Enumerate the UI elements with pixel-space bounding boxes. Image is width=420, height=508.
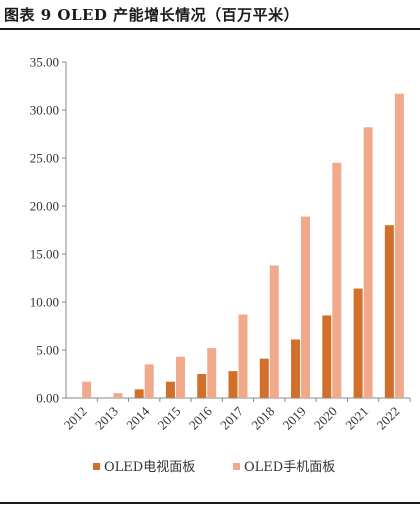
x-tick-label: 2019 <box>280 404 309 433</box>
y-tick-labels: 0.00 5.00 10.00 15.00 20.00 25.00 30.00 35.00 <box>30 55 59 406</box>
legend-label: OLED手机面板 <box>244 460 335 475</box>
x-tick-label: 2020 <box>311 404 340 433</box>
x-tick-labels: 2012 2013 2014 2015 2016 2017 2018 2019 2020 2021… <box>61 403 403 432</box>
x-tick-label: 2022 <box>373 404 402 433</box>
x-tick-label: 2016 <box>186 403 215 432</box>
bar-tv-2020 <box>322 315 332 398</box>
bar-tv-2017 <box>228 371 238 398</box>
y-tick-label: 10.00 <box>30 295 59 310</box>
x-tick-label: 2012 <box>61 404 90 433</box>
bar-mobile-2018 <box>269 265 279 398</box>
x-tick-label: 2021 <box>342 404 371 433</box>
y-tick-label: 0.00 <box>36 391 59 406</box>
bar-tv-2015 <box>165 381 175 398</box>
bar-mobile-2014 <box>144 364 154 398</box>
bar-tv-2016 <box>197 374 207 398</box>
chart-bars <box>82 93 404 399</box>
y-tick-label: 35.00 <box>30 55 59 70</box>
x-tick-label: 2017 <box>217 403 246 432</box>
bar-mobile-2022 <box>394 93 404 399</box>
title-rule <box>0 28 420 30</box>
x-tick-label: 2013 <box>92 404 121 433</box>
bar-mobile-2021 <box>363 127 373 398</box>
bar-mobile-2015 <box>175 356 185 398</box>
bar-mobile-2017 <box>238 314 248 398</box>
bar-mobile-2016 <box>207 348 217 398</box>
y-tick-label: 20.00 <box>30 199 59 214</box>
x-tick-label: 2014 <box>123 403 152 432</box>
bar-mobile-2019 <box>301 216 311 398</box>
chart-legend: OLED电视面板 OLED手机面板 <box>93 460 335 475</box>
x-tick-label: 2015 <box>155 404 184 433</box>
legend-label: OLED电视面板 <box>104 460 195 475</box>
bar-tv-2014 <box>134 389 144 398</box>
bar-mobile-2020 <box>332 162 342 398</box>
y-tick-label: 15.00 <box>30 247 59 262</box>
legend-swatch <box>93 463 100 470</box>
bar-mobile-2012 <box>82 381 92 398</box>
bar-tv-2021 <box>353 288 363 398</box>
x-tick-label: 2018 <box>248 404 277 433</box>
bottom-rule <box>0 502 420 504</box>
chart-title: 图表 9 OLED 产能增长情况（百万平米） <box>4 6 300 24</box>
chart-axes <box>62 61 411 402</box>
y-tick-label: 5.00 <box>36 343 59 358</box>
bar-tv-2022 <box>384 225 394 398</box>
bar-tv-2018 <box>259 358 269 398</box>
bar-tv-2019 <box>291 339 301 398</box>
legend-swatch <box>233 463 240 470</box>
y-tick-label: 30.00 <box>30 103 59 118</box>
bar-mobile-2013 <box>113 393 123 398</box>
y-tick-label: 25.00 <box>30 151 59 166</box>
